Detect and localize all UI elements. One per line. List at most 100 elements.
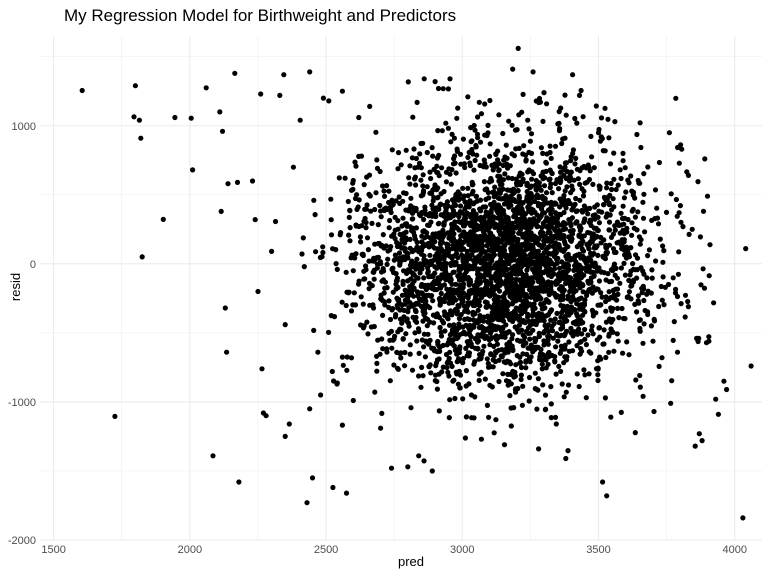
data-point: [586, 371, 592, 377]
data-point: [374, 265, 380, 271]
data-point: [635, 209, 641, 215]
data-point: [532, 182, 539, 188]
data-point: [505, 165, 511, 171]
data-point: [188, 115, 194, 121]
data-point: [501, 157, 507, 163]
data-point: [545, 230, 551, 236]
data-point: [707, 242, 713, 248]
data-point: [713, 396, 719, 402]
data-point: [551, 321, 557, 327]
data-point: [402, 301, 408, 307]
data-point: [426, 363, 432, 370]
data-point: [483, 209, 489, 215]
data-point: [566, 178, 573, 184]
data-point: [329, 368, 335, 375]
data-point: [485, 292, 491, 298]
data-point: [545, 341, 551, 347]
data-point: [466, 211, 472, 218]
data-point: [464, 220, 470, 226]
data-point: [427, 235, 433, 241]
data-point: [333, 261, 339, 267]
data-point: [509, 151, 515, 157]
data-point: [534, 406, 540, 412]
data-point: [628, 173, 634, 179]
data-point: [636, 234, 643, 240]
data-point: [443, 120, 449, 126]
data-point: [428, 293, 434, 299]
data-point: [407, 269, 413, 275]
data-point: [650, 338, 656, 344]
data-point: [347, 207, 353, 213]
data-point: [471, 167, 477, 173]
data-point: [658, 283, 664, 290]
data-point: [668, 191, 674, 197]
data-point: [573, 155, 579, 161]
data-point: [447, 297, 453, 303]
data-point: [698, 282, 704, 288]
data-point: [420, 373, 426, 379]
data-point: [219, 128, 226, 134]
data-point: [504, 341, 510, 347]
data-point: [452, 332, 458, 338]
data-point: [455, 381, 461, 387]
data-point: [549, 328, 556, 334]
data-point: [224, 349, 230, 355]
data-point: [545, 261, 551, 267]
data-point: [559, 140, 565, 147]
data-point: [586, 255, 592, 261]
data-point: [557, 350, 563, 356]
data-point: [497, 212, 503, 218]
data-point: [405, 464, 411, 470]
data-point: [380, 312, 386, 318]
data-point: [743, 246, 749, 252]
data-point: [383, 243, 389, 249]
data-point: [132, 83, 138, 89]
data-point: [584, 179, 590, 185]
data-point: [695, 179, 701, 185]
data-point: [380, 183, 386, 189]
data-point: [439, 254, 446, 260]
data-point: [530, 310, 536, 316]
data-point: [641, 297, 647, 304]
data-point: [435, 85, 442, 92]
data-point: [501, 442, 508, 448]
data-point: [656, 303, 662, 310]
data-point: [463, 368, 469, 374]
data-point: [413, 314, 419, 321]
data-point: [637, 241, 643, 247]
data-point: [439, 369, 445, 375]
data-point: [372, 389, 378, 395]
data-point: [600, 202, 607, 208]
data-point: [567, 288, 573, 295]
data-point: [704, 193, 711, 199]
data-point: [512, 324, 518, 330]
data-point: [427, 169, 433, 175]
data-point: [549, 190, 555, 196]
data-point: [591, 234, 597, 241]
data-point: [558, 326, 564, 332]
data-point: [603, 214, 609, 220]
data-point: [544, 323, 551, 329]
data-point: [320, 244, 326, 250]
data-point: [615, 182, 621, 188]
data-point: [309, 475, 316, 481]
data-point: [592, 262, 599, 268]
data-point: [610, 196, 616, 202]
data-point: [632, 195, 638, 201]
data-point: [649, 267, 655, 273]
data-point: [554, 310, 560, 316]
data-point: [642, 229, 648, 235]
data-point: [356, 197, 362, 203]
data-point: [487, 260, 493, 266]
data-point: [466, 204, 472, 210]
data-point: [507, 371, 514, 377]
data-point: [649, 275, 655, 281]
data-point: [400, 336, 406, 342]
data-point: [630, 189, 637, 195]
data-point: [586, 265, 592, 271]
data-point: [414, 338, 420, 344]
data-point: [429, 468, 435, 474]
data-point: [441, 309, 447, 315]
data-point: [657, 236, 663, 242]
data-point: [661, 248, 667, 254]
